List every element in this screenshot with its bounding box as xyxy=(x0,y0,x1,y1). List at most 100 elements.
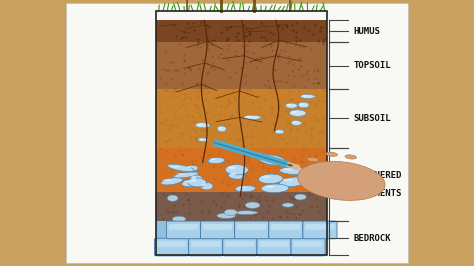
FancyBboxPatch shape xyxy=(237,224,266,230)
Text: WEATHERED
ROCK
FRAGMENTS: WEATHERED ROCK FRAGMENTS xyxy=(353,171,401,198)
Ellipse shape xyxy=(264,185,274,188)
Ellipse shape xyxy=(170,166,180,168)
Text: SUBSOIL: SUBSOIL xyxy=(353,114,391,123)
Ellipse shape xyxy=(291,111,298,113)
Ellipse shape xyxy=(187,166,191,168)
Ellipse shape xyxy=(291,120,301,125)
Ellipse shape xyxy=(190,179,197,182)
Ellipse shape xyxy=(182,179,202,187)
Bar xyxy=(156,148,327,192)
Text: TOPSOIL: TOPSOIL xyxy=(353,61,391,70)
Ellipse shape xyxy=(185,165,198,172)
Text: HUMUS: HUMUS xyxy=(353,27,380,36)
Ellipse shape xyxy=(218,127,222,129)
Bar xyxy=(156,43,327,89)
Ellipse shape xyxy=(177,173,185,175)
FancyBboxPatch shape xyxy=(235,221,269,239)
Ellipse shape xyxy=(326,152,337,156)
Ellipse shape xyxy=(201,182,213,190)
Bar xyxy=(156,221,327,255)
Ellipse shape xyxy=(225,165,248,175)
FancyBboxPatch shape xyxy=(271,224,301,230)
Bar xyxy=(156,89,327,148)
FancyBboxPatch shape xyxy=(166,221,201,239)
Ellipse shape xyxy=(198,138,208,142)
Ellipse shape xyxy=(237,186,245,188)
Ellipse shape xyxy=(301,95,308,96)
Ellipse shape xyxy=(298,102,309,108)
Bar xyxy=(156,192,327,221)
Ellipse shape xyxy=(161,178,183,185)
Ellipse shape xyxy=(229,166,235,168)
FancyBboxPatch shape xyxy=(259,241,289,247)
Ellipse shape xyxy=(276,130,280,132)
Ellipse shape xyxy=(228,165,243,172)
Ellipse shape xyxy=(307,157,319,162)
Ellipse shape xyxy=(210,158,216,160)
Ellipse shape xyxy=(202,184,206,186)
Ellipse shape xyxy=(345,155,356,159)
Ellipse shape xyxy=(245,202,260,209)
Ellipse shape xyxy=(190,175,203,184)
Ellipse shape xyxy=(258,155,286,165)
Ellipse shape xyxy=(191,176,196,179)
Ellipse shape xyxy=(258,174,283,184)
Ellipse shape xyxy=(261,184,289,193)
Ellipse shape xyxy=(261,157,271,159)
FancyBboxPatch shape xyxy=(189,238,223,256)
Ellipse shape xyxy=(228,166,236,169)
FancyBboxPatch shape xyxy=(191,241,220,247)
Ellipse shape xyxy=(172,216,186,222)
Ellipse shape xyxy=(163,179,171,181)
Ellipse shape xyxy=(188,178,207,187)
Ellipse shape xyxy=(280,177,308,187)
Ellipse shape xyxy=(294,194,306,200)
Ellipse shape xyxy=(208,157,225,164)
Ellipse shape xyxy=(228,172,245,179)
Ellipse shape xyxy=(235,186,255,192)
FancyBboxPatch shape xyxy=(303,221,337,239)
Ellipse shape xyxy=(224,209,237,215)
Ellipse shape xyxy=(282,203,294,207)
Ellipse shape xyxy=(244,115,261,119)
FancyBboxPatch shape xyxy=(225,241,255,247)
FancyBboxPatch shape xyxy=(157,241,186,247)
FancyBboxPatch shape xyxy=(223,238,257,256)
Ellipse shape xyxy=(285,103,297,108)
FancyBboxPatch shape xyxy=(169,224,198,230)
FancyBboxPatch shape xyxy=(201,221,235,239)
Ellipse shape xyxy=(299,103,304,105)
Ellipse shape xyxy=(218,126,226,132)
Ellipse shape xyxy=(262,176,270,178)
Ellipse shape xyxy=(287,104,292,106)
FancyBboxPatch shape xyxy=(269,221,303,239)
Bar xyxy=(66,3,408,263)
Ellipse shape xyxy=(199,138,203,140)
Ellipse shape xyxy=(195,123,210,128)
Ellipse shape xyxy=(246,116,252,117)
FancyBboxPatch shape xyxy=(305,224,335,230)
Ellipse shape xyxy=(197,123,203,125)
Ellipse shape xyxy=(235,211,258,214)
Ellipse shape xyxy=(300,94,315,98)
Ellipse shape xyxy=(184,181,191,183)
FancyBboxPatch shape xyxy=(203,224,232,230)
Ellipse shape xyxy=(217,213,236,218)
FancyBboxPatch shape xyxy=(257,238,291,256)
Ellipse shape xyxy=(298,161,385,200)
Ellipse shape xyxy=(275,130,284,134)
Text: BEDROCK: BEDROCK xyxy=(353,234,391,243)
Ellipse shape xyxy=(289,110,306,116)
Ellipse shape xyxy=(174,172,199,178)
FancyBboxPatch shape xyxy=(155,238,189,256)
FancyBboxPatch shape xyxy=(293,241,323,247)
Ellipse shape xyxy=(167,164,194,172)
Bar xyxy=(156,11,327,255)
Bar xyxy=(156,20,327,43)
Ellipse shape xyxy=(283,178,293,181)
Ellipse shape xyxy=(283,168,293,171)
Ellipse shape xyxy=(279,167,308,174)
Ellipse shape xyxy=(167,195,178,201)
FancyBboxPatch shape xyxy=(291,238,325,256)
Ellipse shape xyxy=(292,121,296,123)
